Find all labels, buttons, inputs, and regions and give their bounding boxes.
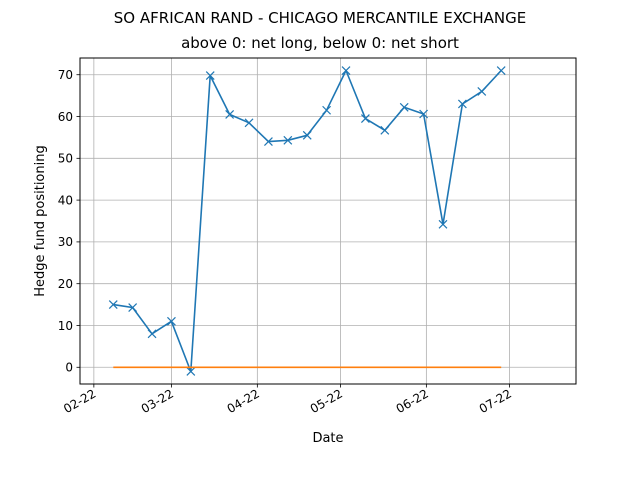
marker-stroke xyxy=(244,118,254,128)
y-axis-label: Hedge fund positioning xyxy=(33,145,48,296)
series-layer xyxy=(108,66,506,376)
x-tick-label: 05-22 xyxy=(308,386,345,416)
y-tick-label: 40 xyxy=(58,193,73,207)
data-point-marker xyxy=(108,300,118,310)
data-point-marker xyxy=(360,114,370,124)
data-point-marker xyxy=(283,135,293,145)
marker-stroke xyxy=(341,66,351,75)
data-point-marker xyxy=(205,71,215,80)
y-tick-label: 20 xyxy=(58,277,73,291)
marker-stroke xyxy=(438,219,448,229)
data-point-marker xyxy=(302,130,312,140)
plot-frame xyxy=(79,57,577,385)
data-point-marker xyxy=(225,109,235,119)
data-point-marker xyxy=(341,66,351,75)
marker-stroke xyxy=(477,87,487,96)
data-point-marker xyxy=(438,219,448,229)
y-tick-label: 0 xyxy=(65,361,73,375)
marker-stroke xyxy=(360,114,370,124)
marker-stroke xyxy=(147,329,157,339)
marker-stroke xyxy=(302,130,312,140)
marker-stroke xyxy=(496,66,506,75)
x-axis-label: Date xyxy=(312,431,343,446)
data-point-marker xyxy=(244,118,254,128)
x-tick-label: 04-22 xyxy=(225,386,262,416)
data-point-marker xyxy=(399,102,409,112)
chart-subtitle: above 0: net long, below 0: net short xyxy=(181,34,459,52)
grid xyxy=(80,58,576,384)
data-point-marker xyxy=(419,109,429,119)
y-tick-label: 30 xyxy=(58,235,73,249)
x-tick-label: 02-22 xyxy=(61,386,98,416)
data-point-marker xyxy=(147,329,157,339)
x-tick-label: 06-22 xyxy=(394,386,431,416)
data-point-marker xyxy=(128,303,138,312)
marker-stroke xyxy=(457,99,467,109)
data-point-marker xyxy=(264,137,273,147)
y-tick-label: 10 xyxy=(58,319,73,333)
data-point-marker xyxy=(186,367,196,376)
x-tick-label: 07-22 xyxy=(477,386,514,416)
marker-stroke xyxy=(225,109,235,119)
data-point-marker xyxy=(457,99,467,109)
data-point-marker xyxy=(477,87,487,96)
x-tick-label: 03-22 xyxy=(139,386,176,416)
marker-stroke xyxy=(205,71,215,80)
marker-stroke xyxy=(186,367,196,376)
y-tick-label: 70 xyxy=(58,68,73,82)
marker-stroke xyxy=(419,109,429,119)
marker-stroke xyxy=(264,137,273,147)
marker-stroke xyxy=(399,102,409,112)
data-point-marker xyxy=(380,125,390,135)
marker-stroke xyxy=(283,135,293,145)
data-point-marker xyxy=(322,105,332,115)
marker-stroke xyxy=(322,105,332,115)
y-tick-label: 60 xyxy=(58,110,73,124)
y-tick-label: 50 xyxy=(58,152,73,166)
marker-stroke xyxy=(128,303,138,312)
data-point-marker xyxy=(167,316,176,326)
marker-stroke xyxy=(167,316,176,326)
chart-title: SO AFRICAN RAND - CHICAGO MERCANTILE EXC… xyxy=(114,9,526,27)
data-point-marker xyxy=(496,66,506,75)
marker-stroke xyxy=(380,125,390,135)
marker-stroke xyxy=(108,300,118,310)
